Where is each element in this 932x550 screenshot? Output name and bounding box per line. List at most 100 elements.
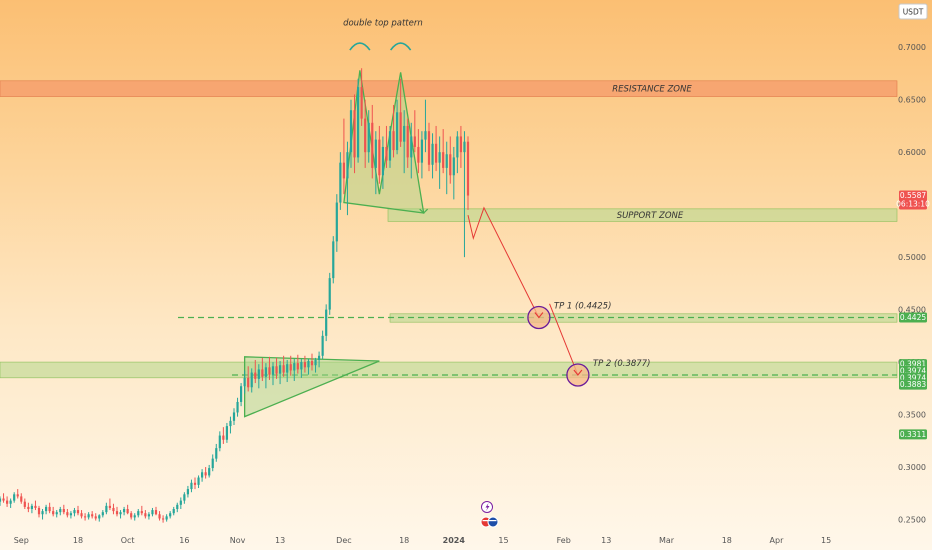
- candle-body[interactable]: [151, 510, 154, 515]
- candle-body[interactable]: [200, 472, 204, 478]
- candle-body[interactable]: [147, 514, 151, 517]
- candle-body[interactable]: [321, 335, 324, 356]
- candle-body[interactable]: [115, 511, 119, 515]
- candle-body[interactable]: [349, 110, 353, 153]
- candle-body[interactable]: [20, 496, 23, 502]
- candle-body[interactable]: [332, 241, 335, 279]
- candle-body[interactable]: [87, 514, 90, 518]
- candle-body[interactable]: [130, 513, 133, 518]
- candle-body[interactable]: [108, 505, 112, 508]
- candle-body[interactable]: [278, 365, 282, 374]
- candle-body[interactable]: [193, 482, 197, 485]
- candle-body[interactable]: [310, 361, 314, 366]
- candle-body[interactable]: [215, 448, 218, 459]
- candle-body[interactable]: [44, 506, 48, 512]
- candle-body[interactable]: [456, 136, 459, 158]
- candle-body[interactable]: [413, 136, 416, 147]
- candle-body[interactable]: [257, 369, 260, 379]
- candle-body[interactable]: [112, 507, 115, 512]
- resistance-zone[interactable]: [0, 80, 898, 97]
- candle-body[interactable]: [222, 435, 225, 440]
- candle-body[interactable]: [137, 511, 140, 516]
- candle-body[interactable]: [179, 500, 182, 505]
- candle-body[interactable]: [395, 112, 399, 151]
- candle-body[interactable]: [204, 472, 207, 476]
- candle-body[interactable]: [293, 363, 296, 371]
- candle-body[interactable]: [381, 146, 385, 176]
- candle-body[interactable]: [346, 152, 349, 179]
- currency-box[interactable]: [898, 3, 928, 20]
- candle-body[interactable]: [76, 510, 80, 514]
- candle-body[interactable]: [27, 506, 30, 510]
- candle-body[interactable]: [154, 510, 158, 515]
- candle-body[interactable]: [356, 87, 360, 158]
- price-badge[interactable]: [899, 429, 927, 440]
- candle-body[interactable]: [41, 511, 44, 515]
- candle-body[interactable]: [9, 500, 12, 504]
- candle-body[interactable]: [119, 512, 122, 515]
- candle-body[interactable]: [417, 146, 420, 163]
- candle-body[interactable]: [317, 355, 321, 360]
- candle-body[interactable]: [431, 143, 434, 165]
- candle-body[interactable]: [399, 112, 402, 142]
- candle-body[interactable]: [335, 202, 338, 242]
- candle-body[interactable]: [158, 514, 161, 519]
- candle-body[interactable]: [434, 143, 438, 163]
- us-flag-icon[interactable]: [487, 516, 499, 528]
- candle-body[interactable]: [339, 162, 342, 203]
- candle-body[interactable]: [165, 516, 168, 520]
- candle-body[interactable]: [264, 367, 268, 377]
- candle-body[interactable]: [52, 511, 55, 515]
- candle-body[interactable]: [261, 369, 264, 377]
- candle-body[interactable]: [13, 494, 16, 501]
- candle-body[interactable]: [229, 420, 232, 427]
- candle-body[interactable]: [247, 377, 250, 388]
- candle-body[interactable]: [105, 505, 108, 513]
- candle-body[interactable]: [73, 510, 76, 514]
- candle-body[interactable]: [254, 372, 257, 379]
- candle-body[interactable]: [218, 435, 221, 449]
- candle-body[interactable]: [374, 139, 377, 168]
- candle-body[interactable]: [183, 494, 186, 501]
- candle-body[interactable]: [342, 162, 346, 179]
- candle-body[interactable]: [232, 412, 236, 421]
- candle-body[interactable]: [296, 363, 299, 370]
- candle-body[interactable]: [37, 507, 41, 515]
- candle-body[interactable]: [286, 364, 289, 373]
- price-badge[interactable]: [899, 312, 927, 323]
- candle-body[interactable]: [225, 426, 229, 440]
- candle-body[interactable]: [307, 361, 310, 368]
- candle-body[interactable]: [275, 366, 278, 374]
- candle-body[interactable]: [459, 136, 463, 153]
- candle-body[interactable]: [59, 509, 62, 513]
- candle-body[interactable]: [385, 146, 388, 161]
- candle-body[interactable]: [144, 513, 147, 517]
- candle-body[interactable]: [80, 513, 83, 517]
- candle-body[interactable]: [2, 498, 5, 501]
- candle-body[interactable]: [360, 87, 363, 119]
- candle-body[interactable]: [388, 131, 392, 161]
- candle-body[interactable]: [190, 482, 193, 490]
- candle-body[interactable]: [98, 515, 101, 519]
- candle-body[interactable]: [268, 367, 271, 375]
- candle-body[interactable]: [452, 157, 455, 176]
- candle-body[interactable]: [282, 365, 285, 373]
- candle-body[interactable]: [271, 366, 275, 375]
- candle-body[interactable]: [16, 494, 19, 497]
- candle-body[interactable]: [445, 154, 448, 168]
- candle-body[interactable]: [172, 509, 175, 514]
- candle-body[interactable]: [133, 515, 136, 518]
- price-badge[interactable]: [899, 379, 927, 390]
- candle-body[interactable]: [30, 505, 34, 510]
- candle-body[interactable]: [250, 372, 253, 388]
- candle-body[interactable]: [466, 141, 470, 196]
- candle-body[interactable]: [140, 511, 143, 514]
- candle-body[interactable]: [55, 512, 58, 515]
- candle-body[interactable]: [161, 518, 165, 520]
- candle-body[interactable]: [176, 504, 179, 510]
- candle-body[interactable]: [364, 118, 367, 153]
- candle-body[interactable]: [5, 500, 9, 504]
- candle-body[interactable]: [325, 309, 328, 336]
- candle-body[interactable]: [186, 489, 190, 495]
